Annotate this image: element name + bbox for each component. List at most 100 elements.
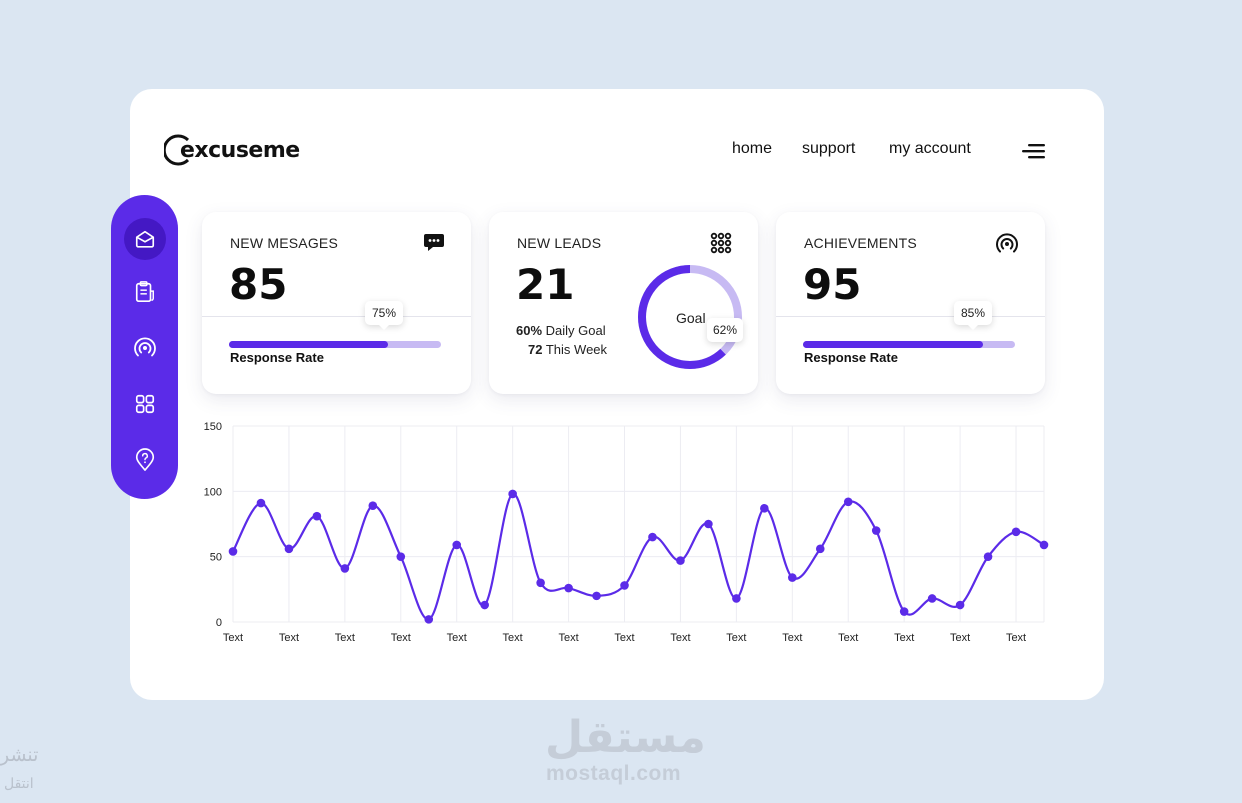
x-tick-label: Text	[391, 632, 411, 644]
data-point	[788, 573, 797, 582]
card-new-leads[interactable]: NEW LEADS 21 60% Daily Goal 72 This Week…	[489, 212, 758, 394]
data-point	[704, 519, 713, 529]
progress-tooltip: 75%	[365, 301, 404, 330]
x-tick-label: Text	[503, 632, 523, 644]
x-tick-label: Text	[670, 632, 690, 644]
data-point	[256, 498, 266, 508]
card-value: 85	[229, 260, 288, 309]
data-point	[228, 547, 238, 556]
data-point	[508, 489, 517, 499]
card-new-messages[interactable]: NEW MESAGES 85 75% Response Rate	[202, 212, 471, 394]
data-point	[536, 578, 545, 588]
nav-support[interactable]: support	[802, 140, 856, 157]
goal-tooltip: 62%	[707, 318, 744, 342]
data-point	[760, 504, 769, 513]
data-point	[592, 591, 601, 601]
card-title: ACHIEVEMENTS	[804, 235, 917, 251]
data-point	[899, 607, 909, 616]
data-point	[284, 544, 294, 554]
sidebar-item-inbox[interactable]	[124, 218, 166, 260]
logo-c-mark-icon	[164, 134, 190, 166]
sidebar-item-grid[interactable]	[124, 383, 166, 425]
daily-goal-label: Daily Goal	[545, 323, 606, 338]
goal-label: Goal	[676, 310, 706, 326]
card-achievements[interactable]: ACHIEVEMENTS 95 85% Response Rate	[776, 212, 1045, 394]
watermark-latin: mostaql.com	[546, 762, 682, 785]
data-point	[620, 581, 629, 590]
sidebar-item-help[interactable]	[124, 439, 166, 481]
x-tick-label: Text	[335, 632, 355, 644]
watermark-arabic: مستقل	[545, 712, 706, 763]
x-tick-label: Text	[223, 632, 243, 644]
this-week-line: 72 This Week	[528, 342, 607, 357]
this-week-count: 72	[528, 342, 543, 357]
goal-ring	[638, 265, 742, 369]
y-tick-label: 50	[210, 552, 222, 564]
dots-grid-icon	[710, 232, 732, 254]
goal-ring-fill	[638, 265, 742, 369]
this-week-label: This Week	[545, 342, 608, 357]
data-point	[648, 532, 657, 542]
card-title: NEW LEADS	[517, 235, 602, 251]
data-point	[480, 600, 489, 610]
data-point	[843, 497, 853, 507]
x-tick-label: Text	[782, 632, 802, 644]
chat-bubble-icon	[424, 234, 444, 251]
data-point	[732, 594, 741, 603]
card-title: NEW MESAGES	[230, 235, 338, 251]
card-value: 95	[803, 260, 862, 309]
data-point	[927, 594, 937, 603]
sidebar	[111, 195, 178, 499]
x-tick-label: Text	[1006, 632, 1026, 644]
x-tick-label: Text	[558, 632, 578, 644]
x-tick-label: Text	[950, 632, 970, 644]
data-point	[424, 615, 434, 624]
data-point	[871, 526, 881, 535]
data-point	[1011, 527, 1021, 537]
dashboard-panel	[130, 89, 1104, 700]
card-divider	[776, 316, 1045, 317]
progress-tooltip: 85%	[954, 301, 993, 330]
card-value: 21	[516, 260, 575, 309]
data-point	[1039, 540, 1049, 550]
data-point	[983, 552, 993, 561]
broadcast-icon	[134, 337, 156, 357]
brand-logo[interactable]: excuseme	[164, 134, 300, 166]
data-point	[955, 600, 965, 610]
y-tick-label: 150	[204, 421, 222, 433]
side-watermark-bottom: انتقل	[4, 775, 34, 791]
data-point	[815, 544, 825, 554]
card-divider	[202, 316, 471, 317]
daily-goal-percent: 60%	[516, 323, 543, 338]
data-point	[452, 540, 462, 550]
x-tick-label: Text	[726, 632, 746, 644]
x-tick-label: Text	[894, 632, 914, 644]
x-tick-label: Text	[614, 632, 634, 644]
sidebar-item-clipboard[interactable]	[124, 271, 166, 313]
progress-label: Response Rate	[804, 350, 898, 365]
progress-bar	[803, 341, 1015, 348]
brand-name: excuseme	[180, 137, 300, 163]
progress-label: Response Rate	[230, 350, 324, 365]
nav-my-account[interactable]: my account	[889, 140, 971, 157]
help-pin-icon	[135, 448, 155, 471]
menu-icon[interactable]	[1022, 142, 1046, 160]
data-point	[564, 583, 573, 593]
y-tick-label: 0	[216, 617, 222, 629]
grid-icon	[135, 394, 155, 414]
progress-fill	[229, 341, 388, 348]
sidebar-item-broadcast[interactable]	[124, 327, 166, 369]
y-tick-label: 100	[204, 486, 222, 498]
progress-fill	[803, 341, 984, 348]
data-point	[676, 556, 685, 565]
data-point	[396, 552, 406, 561]
line-chart: 0 50 100 150 Text Text Text Text Text Text Text Tex…	[204, 421, 1049, 644]
side-watermark-top: تنشر	[0, 745, 39, 766]
nav-home[interactable]: home	[732, 140, 773, 157]
x-tick-label: Text	[279, 632, 299, 644]
daily-goal-line: 60% Daily Goal	[516, 323, 606, 338]
x-tick-label: Text	[447, 632, 467, 644]
data-point	[340, 564, 350, 573]
broadcast-icon	[996, 233, 1018, 253]
inbox-icon	[135, 230, 155, 248]
